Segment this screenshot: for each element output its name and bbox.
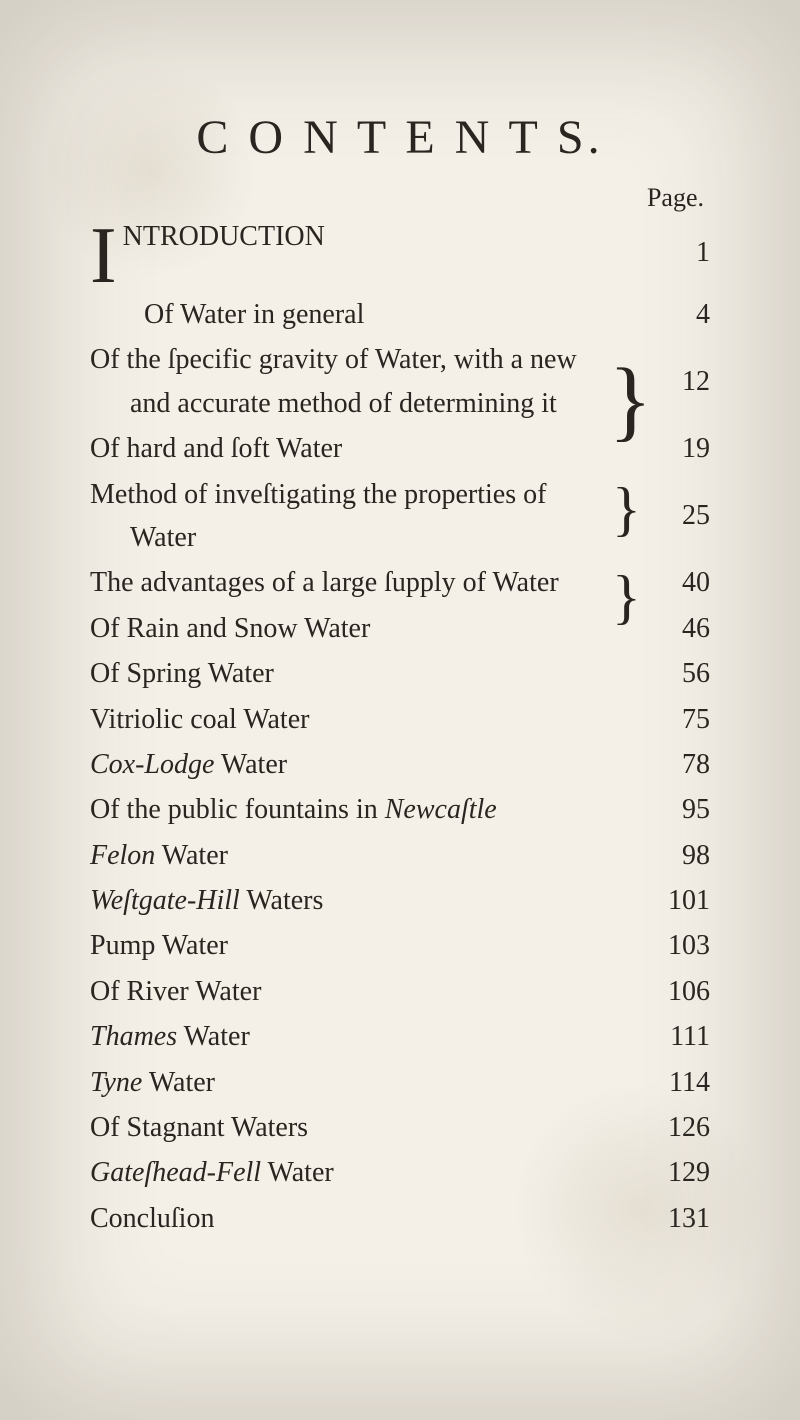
dropcap: I xyxy=(90,221,117,291)
toc-entry-text: Of Rain and Snow Water xyxy=(90,607,640,650)
toc-entry-text: Of the public fountains in Newcaſtle xyxy=(90,788,640,831)
toc-entry: Method of inveſtigating the properties o… xyxy=(90,473,710,560)
toc-entry: Of the public fountains in Newcaſtle95 xyxy=(90,788,710,831)
toc-entry-page: 46 xyxy=(640,607,710,650)
toc-entry-page: 131 xyxy=(640,1197,710,1240)
toc-entry: Tyne Water114 xyxy=(90,1061,710,1104)
toc-entry-page: 56 xyxy=(640,652,710,695)
toc-entry-page: 106 xyxy=(640,970,710,1013)
toc-entry-text: Tyne Water xyxy=(90,1061,640,1104)
toc-entry-page: 101 xyxy=(640,879,710,922)
toc-entry-text: Weſtgate-Hill Waters xyxy=(90,879,640,922)
toc-entry-page: 114 xyxy=(640,1061,710,1104)
toc-entry: Felon Water98 xyxy=(90,834,710,877)
toc-entry-page: 129 xyxy=(640,1151,710,1194)
brace-icon: } xyxy=(649,356,652,446)
toc-entry-page: 1 xyxy=(640,231,710,274)
toc-entry: Of hard and ſoft Water19 xyxy=(90,427,710,470)
toc-entry-text: Of Spring Water xyxy=(90,652,640,695)
page-column-label: Page. xyxy=(90,183,710,213)
toc-entry: Of Rain and Snow Water46 xyxy=(90,607,710,650)
toc-entry-page: 95 xyxy=(640,788,710,831)
toc-entry: Pump Water103 xyxy=(90,924,710,967)
toc-entry-page: 111 xyxy=(640,1015,710,1058)
toc-entry-page: 75 xyxy=(640,698,710,741)
toc-entry: Of Spring Water56 xyxy=(90,652,710,695)
toc-entry-text: Of River Water xyxy=(90,970,640,1013)
toc-entry: Weſtgate-Hill Waters101 xyxy=(90,879,710,922)
toc-entry-text: Cox-Lodge Water xyxy=(90,743,640,786)
toc-entry: The advantages of a large ſupply of Wate… xyxy=(90,561,710,604)
toc-entry-text: INTRODUCTION xyxy=(90,215,640,291)
toc-entry: Of Water in general4 xyxy=(90,293,710,336)
toc-entry-page: 78 xyxy=(640,743,710,786)
toc-entry-page: 40 xyxy=(640,561,710,604)
toc-entry: Of Stagnant Waters126 xyxy=(90,1106,710,1149)
toc-entry: INTRODUCTION1 xyxy=(90,215,710,291)
toc-entry-text: Felon Water xyxy=(90,834,640,877)
toc-entry-page: 103 xyxy=(640,924,710,967)
toc-entry-page: 98 xyxy=(640,834,710,877)
toc-entry-page: 4 xyxy=(640,293,710,336)
toc-entry: Vitriolic coal Water75 xyxy=(90,698,710,741)
toc-entry-page: 25 xyxy=(640,494,710,537)
toc-entry-text: Of the ſpecific gravity of Water, with a… xyxy=(90,338,640,425)
page-title: C O N T E N T S. xyxy=(90,110,710,165)
toc-entry: Cox-Lodge Water78 xyxy=(90,743,710,786)
toc-entry: Concluſion131 xyxy=(90,1197,710,1240)
toc-list: INTRODUCTION1Of Water in general4Of the … xyxy=(90,215,710,1240)
toc-entry: Of River Water106 xyxy=(90,970,710,1013)
toc-entry: Gateſhead-Fell Water129 xyxy=(90,1151,710,1194)
toc-entry: Thames Water111 xyxy=(90,1015,710,1058)
toc-entry-text: Thames Water xyxy=(90,1015,640,1058)
toc-entry-text: Of hard and ſoft Water xyxy=(90,427,640,470)
toc-entry-text: Method of inveſtigating the properties o… xyxy=(90,473,640,560)
toc-entry-text: Of Stagnant Waters xyxy=(90,1106,640,1149)
toc-entry-text: The advantages of a large ſupply of Wate… xyxy=(90,561,640,604)
toc-entry-text: Of Water in general xyxy=(90,293,640,336)
toc-entry-text: Concluſion xyxy=(90,1197,640,1240)
page-content: C O N T E N T S. Page. INTRODUCTION1Of W… xyxy=(90,110,710,1242)
toc-entry-page: 126 xyxy=(640,1106,710,1149)
toc-entry-text: Vitriolic coal Water xyxy=(90,698,640,741)
toc-entry: Of the ſpecific gravity of Water, with a… xyxy=(90,338,710,425)
toc-entry-text: Gateſhead-Fell Water xyxy=(90,1151,640,1194)
toc-entry-text: Pump Water xyxy=(90,924,640,967)
